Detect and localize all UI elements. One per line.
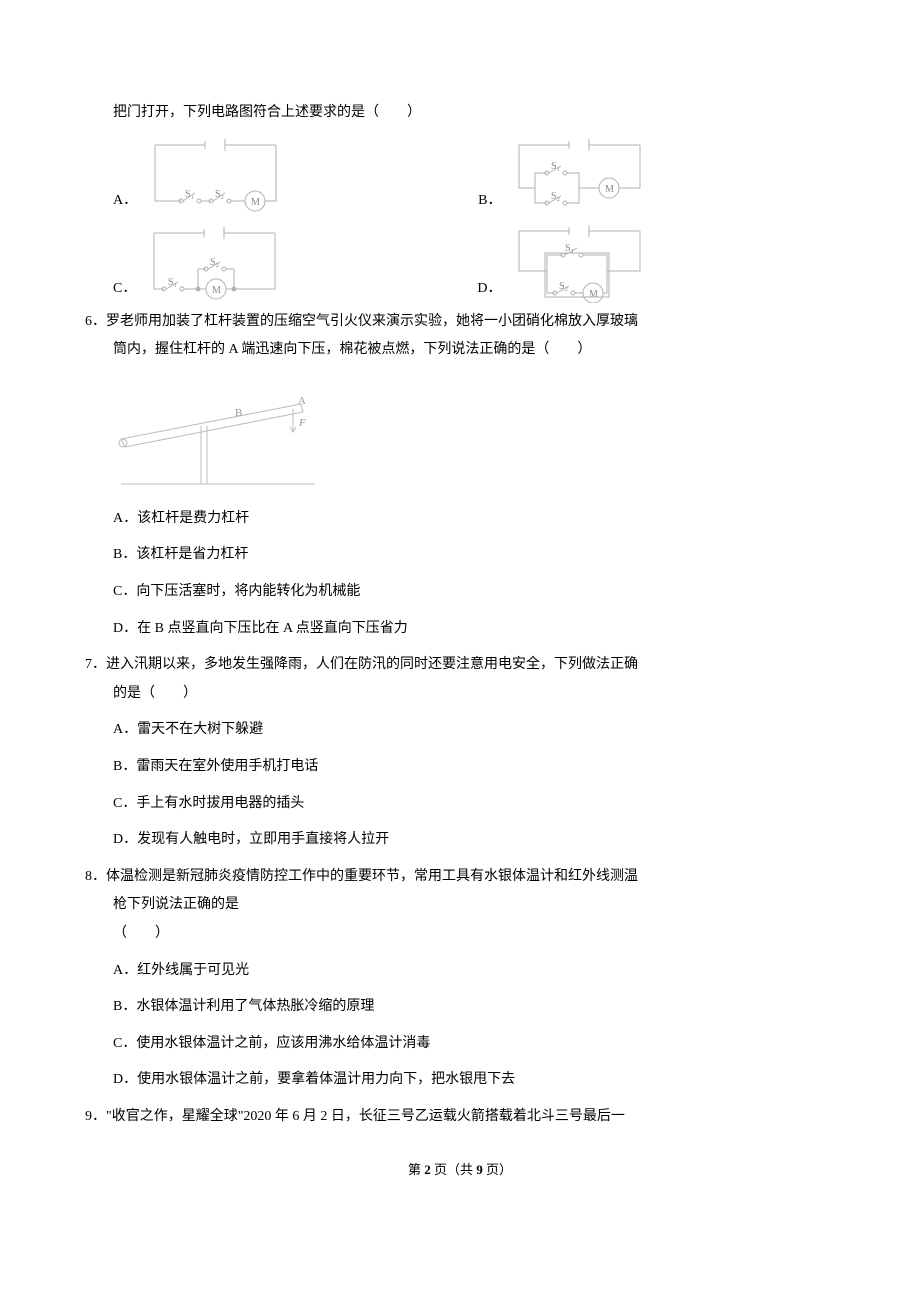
footer-pre: 第 [408,1162,424,1177]
q8-number: 8． [85,869,106,884]
svg-text:S₁: S₁ [185,189,194,200]
q7-optD: D．发现有人触电时，立即用手直接将人拉开 [113,827,835,854]
q6-optA: A．该杠杆是费力杠杆 [113,506,835,533]
footer-mid: 页（共 [431,1162,477,1177]
svg-text:M: M [212,285,221,296]
q7-number: 7． [85,657,106,672]
q5-optC-label: C． [113,276,136,303]
q6-optB: B．该杠杆是省力杠杆 [113,542,835,569]
lever-icon: B A F [113,374,323,494]
q6-stem-line2: 筒内，握住杠杆的 A 端迅速向下压，棉花被点燃，下列说法正确的是（ ） [85,337,835,364]
svg-text:M: M [589,289,598,300]
circuit-a-icon: S₁ S₂ M [143,133,288,215]
q8-optC: C．使用水银体温计之前，应该用沸水给体温计消毒 [113,1031,835,1058]
q5-option-c: C． S₁ S₂ M [113,221,287,303]
q7-stem: 7．进入汛期以来，多地发生强降雨，人们在防汛的同时还要注意用电安全，下列做法正确 [85,652,835,679]
q9-number: 9． [85,1109,106,1124]
svg-text:M: M [251,197,260,208]
circuit-d-icon: S₁ S₂ M [507,221,652,303]
svg-text:B: B [235,407,242,419]
q5-row-1: A． S₁ S₂ M B． [113,133,835,215]
svg-text:S₂: S₂ [215,189,224,200]
q6-stem: 6．罗老师用加装了杠杆装置的压缩空气引火仪来演示实验，她将一小团硝化棉放入厚玻璃 [85,309,835,336]
q6-optD: D．在 B 点竖直向下压比在 A 点竖直向下压省力 [113,616,835,643]
q8-optB: B．水银体温计利用了气体热胀冷缩的原理 [113,994,835,1021]
page-footer: 第 2 页（共 9 页） [85,1158,835,1183]
q9-stem: 9．"收官之作，星耀全球"2020 年 6 月 2 日，长征三号乙运载火箭搭载着… [85,1104,835,1131]
svg-text:F: F [298,417,306,429]
q7-optB: B．雷雨天在室外使用手机打电话 [113,754,835,781]
q9-stem-line1: "收官之作，星耀全球"2020 年 6 月 2 日，长征三号乙运载火箭搭载着北斗… [106,1109,625,1124]
q5-option-d: D． S₁ S₂ M [477,221,652,303]
q6-number: 6． [85,314,106,329]
svg-text:S₁: S₁ [551,161,560,172]
q6-optC: C．向下压活塞时，将内能转化为机械能 [113,579,835,606]
svg-text:S₂: S₂ [210,257,219,268]
q7-stem-line2: 的是（ ） [85,681,835,708]
svg-text:M: M [605,184,614,195]
q5-optA-label: A． [113,188,137,215]
svg-text:S₁: S₁ [168,277,177,288]
q6-options: A．该杠杆是费力杠杆 B．该杠杆是省力杠杆 C．向下压活塞时，将内能转化为机械能… [85,506,835,642]
svg-text:S₂: S₂ [551,191,560,202]
q7-options: A．雷天不在大树下躲避 B．雷雨天在室外使用手机打电话 C．手上有水时拔用电器的… [85,717,835,853]
q8-stem-line2: 枪下列说法正确的是 [85,892,835,919]
q8-stem-line3: （ ） [85,921,835,948]
q5-stem-cont: 把门打开，下列电路图符合上述要求的是（ ） [85,100,835,127]
q5-option-a: A． S₁ S₂ M [113,133,288,215]
q5-optB-label: B． [478,188,501,215]
q5-option-b: B． S₁ S₂ M [478,133,652,215]
q6-stem-line1: 罗老师用加装了杠杆装置的压缩空气引火仪来演示实验，她将一小团硝化棉放入厚玻璃 [106,314,638,329]
svg-text:S₂: S₂ [559,281,568,292]
q7-optC: C．手上有水时拔用电器的插头 [113,791,835,818]
q8-stem-line1: 体温检测是新冠肺炎疫情防控工作中的重要环节，常用工具有水银体温计和红外线测温 [106,869,638,884]
circuit-b-icon: S₁ S₂ M [507,133,652,215]
q8-options: A．红外线属于可见光 B．水银体温计利用了气体热胀冷缩的原理 C．使用水银体温计… [85,958,835,1094]
q8-stem: 8．体温检测是新冠肺炎疫情防控工作中的重要环节，常用工具有水银体温计和红外线测温 [85,864,835,891]
q5-row-2: C． S₁ S₂ M D． [113,221,835,303]
q8-optD: D．使用水银体温计之前，要拿着体温计用力向下，把水银甩下去 [113,1067,835,1094]
q6-figure: B A F [113,374,835,494]
q7-stem-line1: 进入汛期以来，多地发生强降雨，人们在防汛的同时还要注意用电安全，下列做法正确 [106,657,638,672]
footer-post: 页） [483,1162,512,1177]
svg-text:S₁: S₁ [565,243,574,254]
q8-optA: A．红外线属于可见光 [113,958,835,985]
q5-optD-label: D． [477,276,501,303]
q7-optA: A．雷天不在大树下躲避 [113,717,835,744]
circuit-c-icon: S₁ S₂ M [142,221,287,303]
svg-text:A: A [298,395,306,407]
